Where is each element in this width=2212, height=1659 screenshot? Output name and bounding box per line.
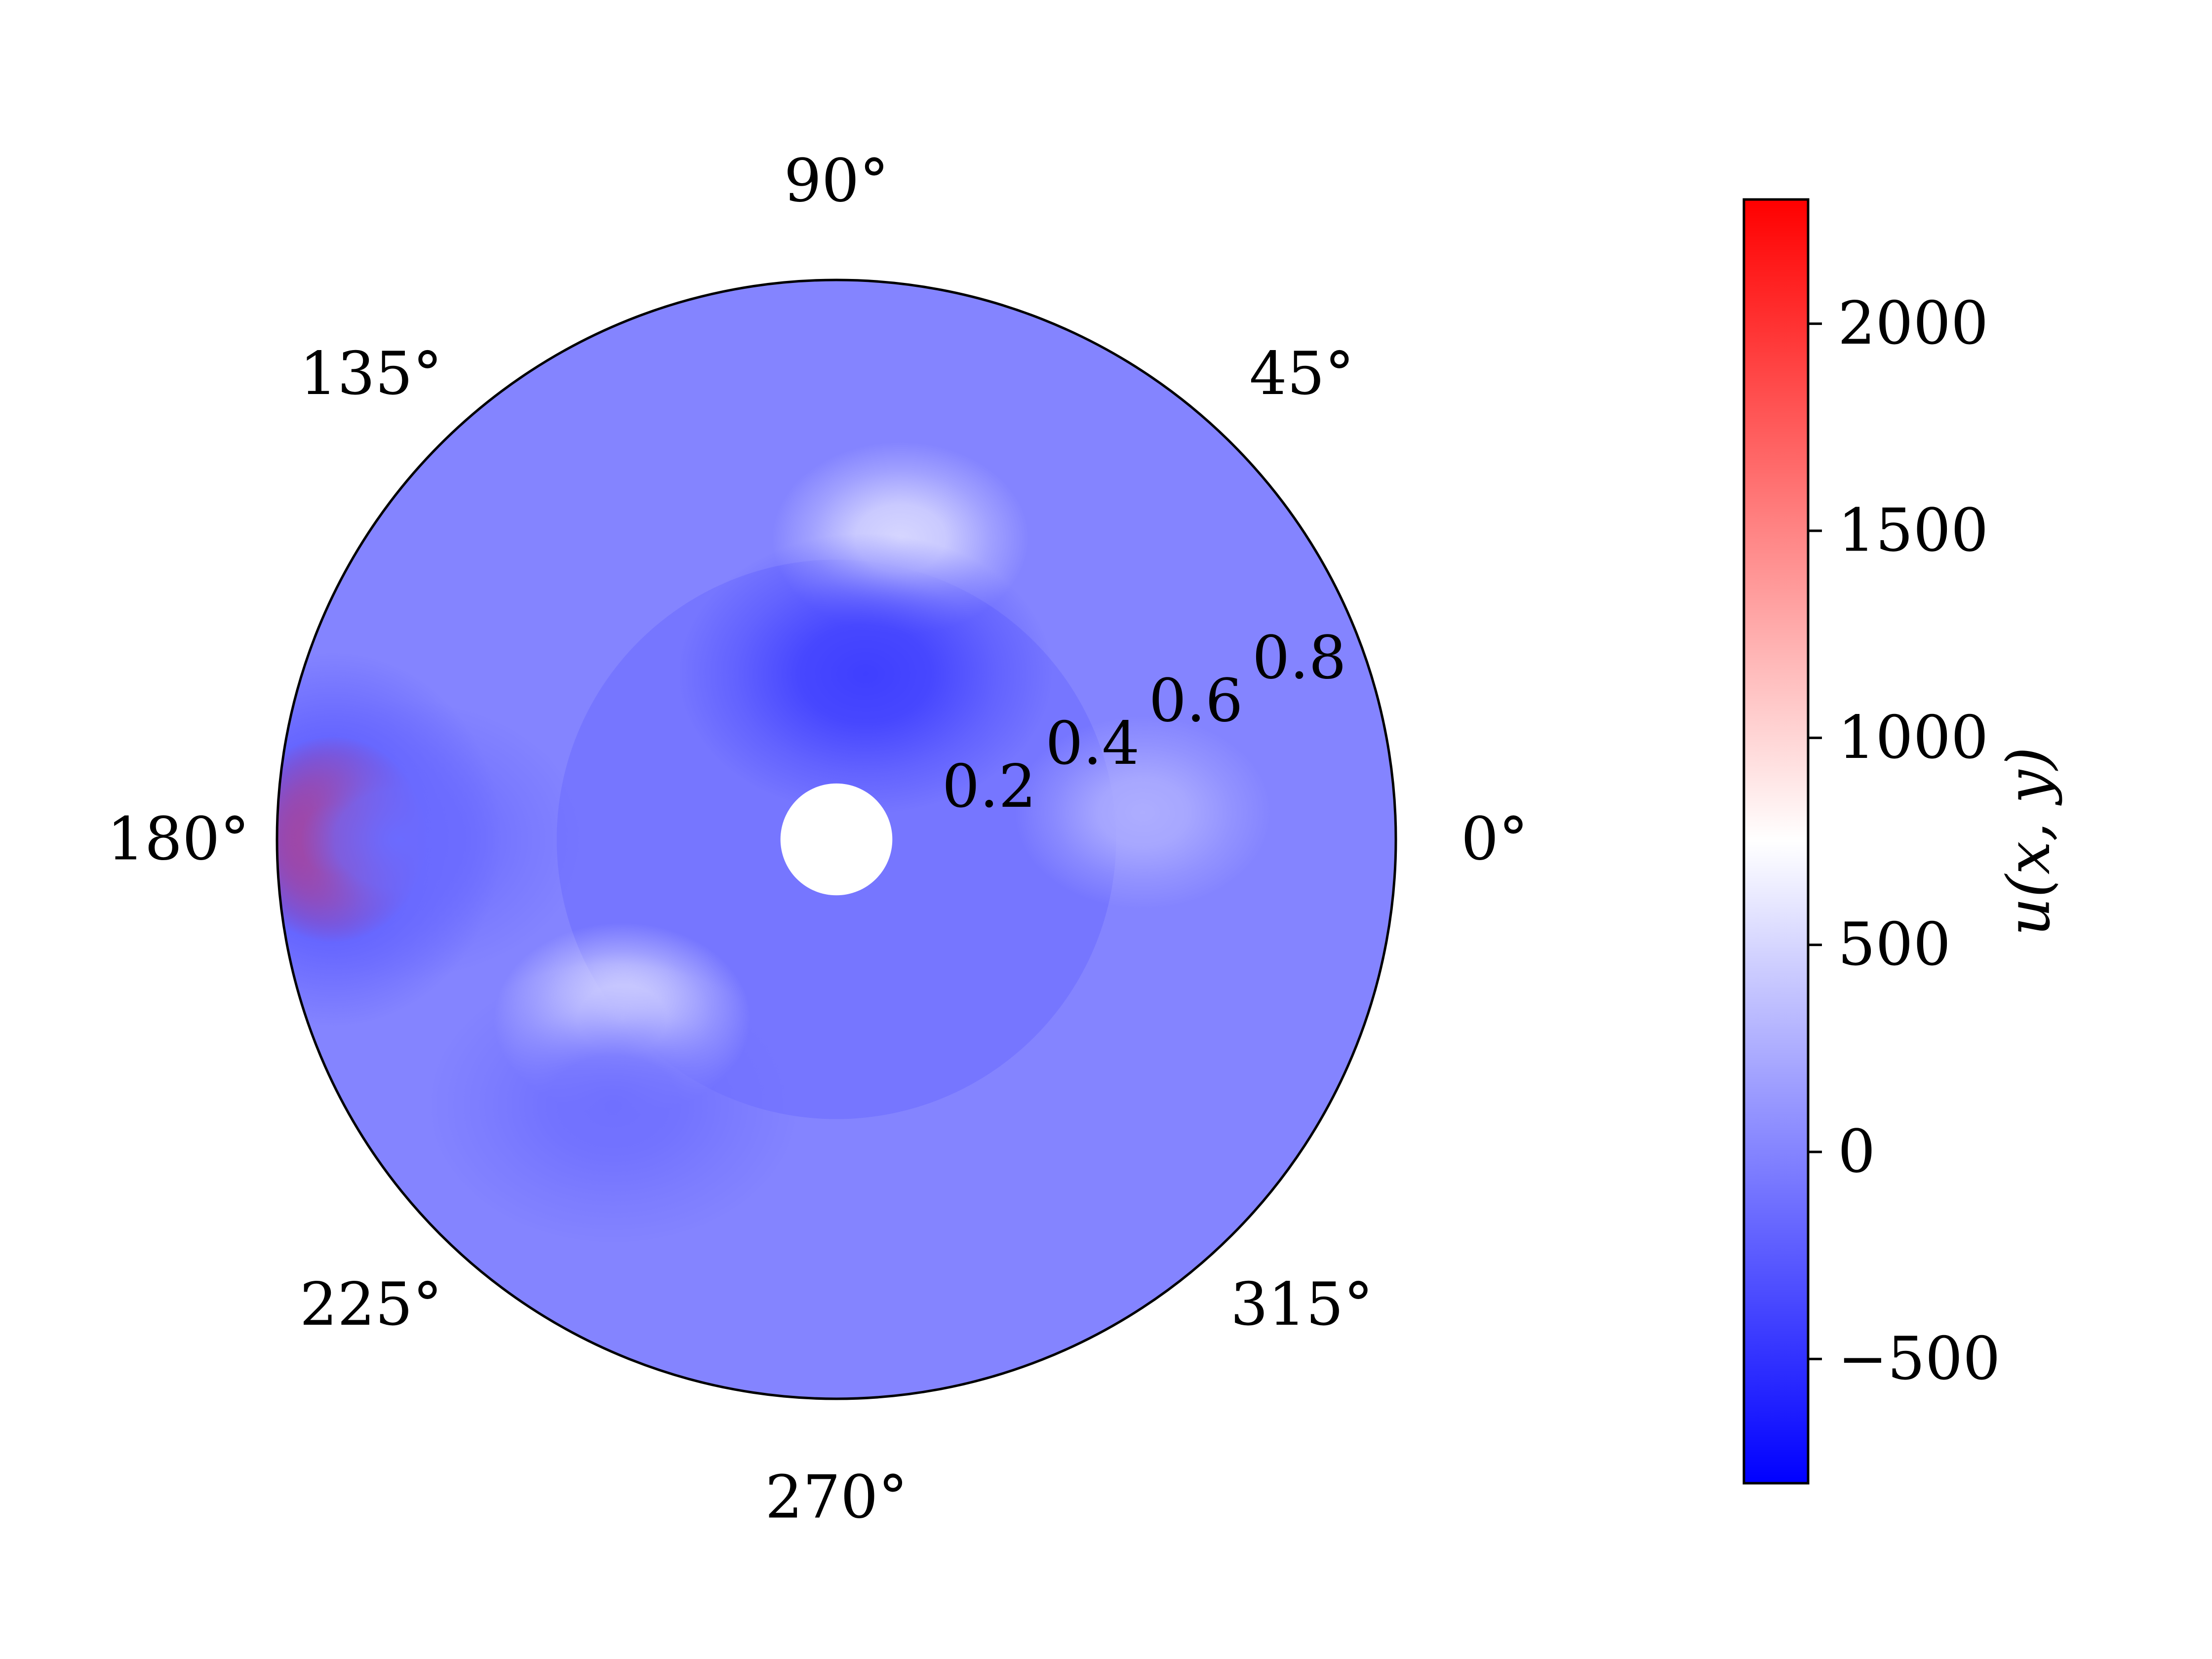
polar-frame (276, 278, 1397, 1400)
radial-tick-label: 0.4 (1045, 710, 1140, 778)
field-trough (678, 533, 1054, 815)
colorbar-tick-label: 500 (1838, 910, 1951, 979)
angular-tick-label: 315° (1230, 1270, 1373, 1339)
colorbar-tick-label: 1500 (1838, 496, 1988, 565)
angular-tick-label: 0° (1461, 805, 1528, 874)
radial-tick-label: 0.8 (1252, 624, 1346, 693)
colorbar-tick-label: 1000 (1838, 704, 1988, 772)
colorbar-tick-label: 2000 (1838, 289, 1988, 358)
polar-axes: 0° 45° 90° 135° 180° 225° 270° 315° 0.20.40.60.… (107, 147, 1528, 1532)
field-peak (1014, 716, 1271, 909)
colorbar-ticks: −500 0 500 1000 1500 2000 (1808, 289, 2001, 1393)
angular-tick-label: 90° (784, 147, 889, 216)
colorbar-tick-label: −500 (1838, 1325, 2001, 1393)
angular-tick-label: 180° (107, 805, 249, 874)
colorbar-label: u(x, y) (1995, 747, 2063, 936)
radial-tick-labels: 0.20.40.60.8 (942, 624, 1346, 821)
angular-tick-labels: 0° 45° 90° 135° 180° 225° 270° 315° (107, 147, 1528, 1532)
angular-tick-label: 45° (1249, 340, 1354, 408)
heatmap-field (277, 280, 1396, 1399)
inner-hole (780, 783, 893, 896)
angular-tick-label: 225° (300, 1270, 442, 1339)
colorbar: −500 0 500 1000 1500 2000 u(x, y) (1742, 198, 2063, 1485)
radial-tick-label: 0.6 (1149, 667, 1243, 735)
colorbar-tick-label: 0 (1838, 1118, 1875, 1186)
angular-tick-label: 270° (765, 1463, 908, 1532)
colorbar-gradient (1742, 198, 1810, 1485)
field-trough (277, 699, 588, 980)
radial-tick-label: 0.2 (942, 752, 1036, 821)
field-trough (426, 964, 801, 1246)
angular-tick-label: 135° (300, 340, 442, 408)
